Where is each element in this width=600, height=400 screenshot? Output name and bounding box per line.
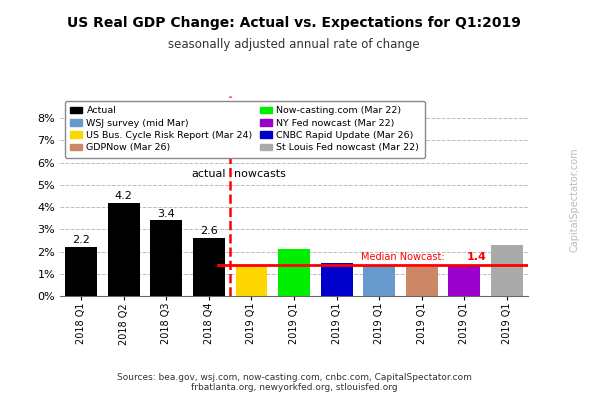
Bar	[406, 267, 437, 296]
Legend: Actual, WSJ survey (mid Mar), US Bus. Cycle Risk Report (Mar 24), GDPNow (Mar 26: Actual, WSJ survey (mid Mar), US Bus. Cy…	[65, 101, 425, 158]
Text: 2.2: 2.2	[73, 235, 90, 245]
Text: CapitalSpectator.com: CapitalSpectator.com	[569, 148, 579, 252]
Bar	[320, 263, 353, 296]
Bar	[491, 245, 523, 296]
Bar	[65, 247, 97, 296]
Bar	[108, 203, 140, 296]
Bar	[448, 265, 480, 296]
Bar	[151, 220, 182, 296]
Text: 4.2: 4.2	[115, 191, 133, 201]
Text: seasonally adjusted annual rate of change: seasonally adjusted annual rate of chang…	[168, 38, 420, 51]
Bar	[363, 265, 395, 296]
Text: nowcasts: nowcasts	[235, 169, 286, 179]
Text: Sources: bea.gov, wsj.com, now-casting.com, cnbc.com, CapitalSpectator.com
frbat: Sources: bea.gov, wsj.com, now-casting.c…	[116, 373, 472, 392]
Text: 3.4: 3.4	[157, 209, 175, 219]
Text: actual: actual	[191, 169, 226, 179]
Bar	[278, 249, 310, 296]
Text: 1.4: 1.4	[466, 252, 486, 262]
Text: US Real GDP Change: Actual vs. Expectations for Q1:2019: US Real GDP Change: Actual vs. Expectati…	[67, 16, 521, 30]
Bar	[235, 265, 268, 296]
Bar	[193, 238, 225, 296]
Text: Median Nowcast:: Median Nowcast:	[361, 252, 445, 262]
Text: 2.6: 2.6	[200, 226, 218, 236]
